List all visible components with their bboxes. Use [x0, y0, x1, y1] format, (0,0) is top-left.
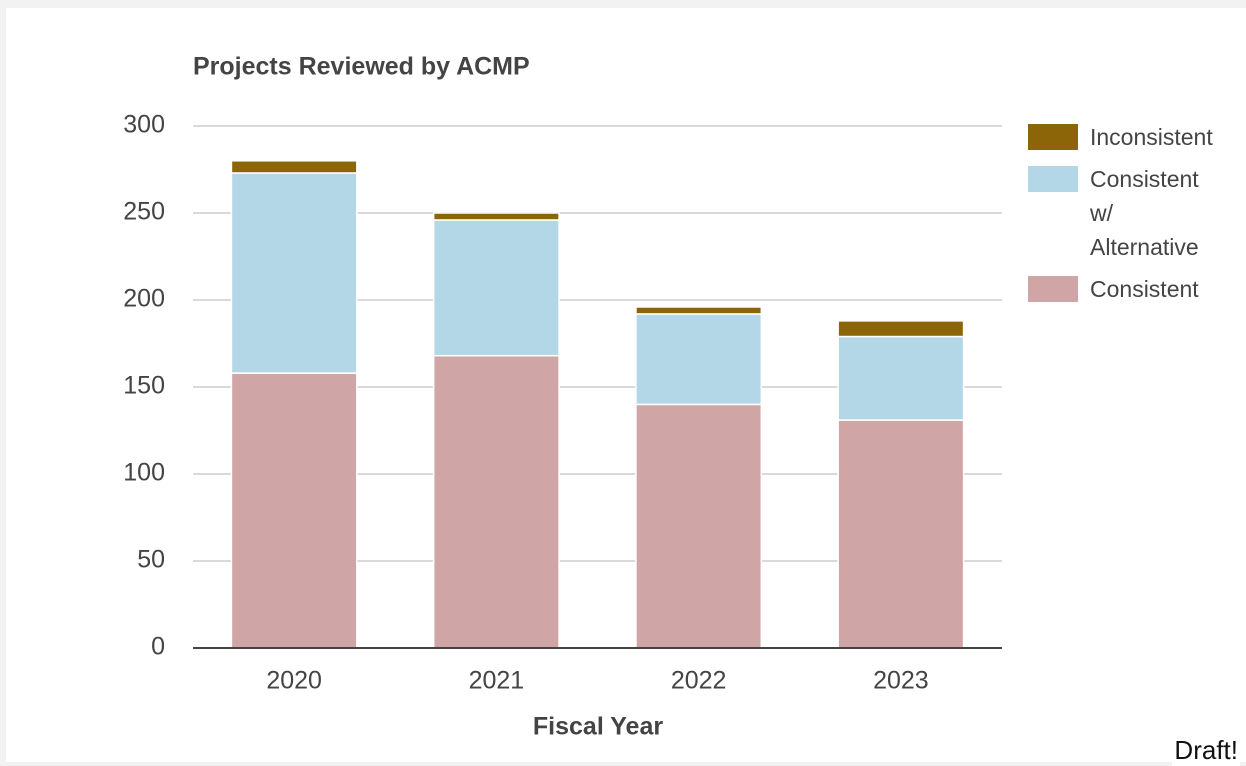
bar-segment	[432, 219, 560, 357]
bar-segment	[432, 212, 560, 221]
x-tick-label: 2020	[266, 667, 322, 695]
legend-swatch	[1028, 124, 1078, 150]
y-tick-label: 100	[123, 459, 165, 487]
bar-segment	[837, 320, 965, 338]
legend-label: Consistent w/ Alternative	[1090, 166, 1199, 260]
y-tick-label: 50	[137, 546, 165, 574]
legend: Inconsistent Consistent w/ Alternative Con…	[1028, 122, 1228, 316]
watermark: Draft!	[1172, 735, 1240, 766]
bar-segment	[635, 403, 763, 649]
legend-entry: Inconsistent	[1028, 122, 1228, 154]
bar-segment	[432, 354, 560, 649]
y-tick-label: 300	[123, 111, 165, 139]
bar-segment	[230, 372, 358, 649]
bar-segment	[635, 313, 763, 406]
legend-swatch	[1028, 166, 1078, 192]
legend-swatch	[1028, 276, 1078, 302]
y-tick-label: 150	[123, 372, 165, 400]
legend-label: Inconsistent	[1090, 124, 1213, 150]
x-tick-label: 2021	[469, 667, 525, 695]
bar-segment	[230, 172, 358, 374]
x-axis-label: Fiscal Year	[533, 713, 663, 741]
bar-segment	[635, 306, 763, 315]
bar-segment	[837, 335, 965, 421]
y-tick-label: 0	[151, 633, 165, 661]
x-tick-label: 2023	[873, 667, 929, 695]
y-tick-label: 250	[123, 198, 165, 226]
legend-label: Consistent	[1090, 276, 1199, 302]
bar-segment	[230, 160, 358, 174]
bar-segment	[837, 419, 965, 649]
chart-title: Projects Reviewed by ACMP	[193, 53, 530, 81]
legend-entry: Consistent	[1028, 274, 1228, 306]
x-tick-label: 2022	[671, 667, 727, 695]
legend-entry: Consistent w/ Alternative	[1028, 164, 1228, 264]
y-tick-label: 200	[123, 285, 165, 313]
